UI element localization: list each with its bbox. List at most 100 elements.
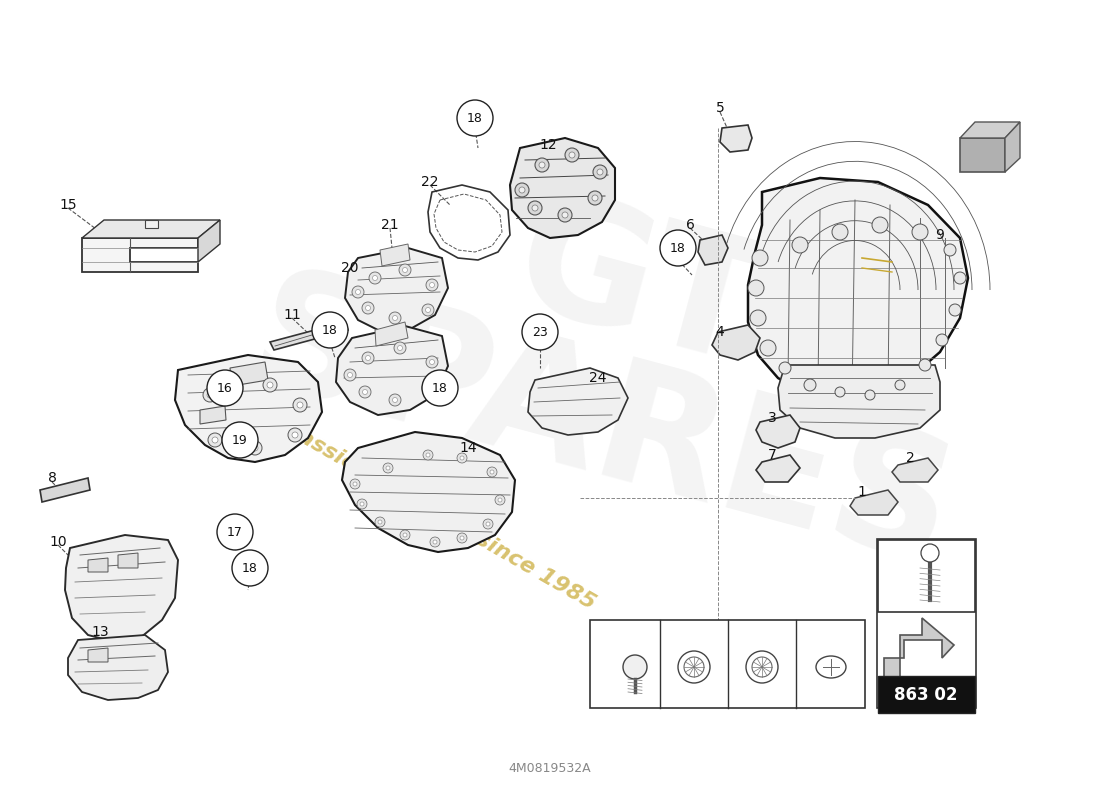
Text: 863 02: 863 02	[894, 686, 958, 704]
Circle shape	[832, 224, 848, 240]
Circle shape	[267, 382, 273, 388]
Circle shape	[490, 470, 494, 474]
Circle shape	[535, 158, 549, 172]
Circle shape	[460, 536, 464, 540]
Circle shape	[232, 550, 268, 586]
Circle shape	[212, 437, 218, 443]
Text: 15: 15	[59, 198, 77, 212]
Circle shape	[426, 386, 430, 390]
Circle shape	[403, 267, 407, 273]
Text: 18: 18	[742, 627, 761, 641]
Circle shape	[746, 651, 778, 683]
Circle shape	[660, 230, 696, 266]
Polygon shape	[118, 553, 138, 568]
Circle shape	[949, 304, 961, 316]
Circle shape	[752, 250, 768, 266]
Text: 19: 19	[673, 627, 691, 641]
Circle shape	[804, 379, 816, 391]
Circle shape	[292, 432, 298, 438]
Polygon shape	[88, 648, 108, 662]
Circle shape	[750, 310, 766, 326]
Circle shape	[792, 237, 808, 253]
Circle shape	[393, 398, 397, 402]
Circle shape	[539, 162, 544, 168]
Polygon shape	[778, 365, 940, 438]
Circle shape	[429, 359, 434, 365]
Text: 23: 23	[613, 627, 630, 641]
Text: 21: 21	[382, 218, 399, 232]
Circle shape	[495, 495, 505, 505]
Polygon shape	[230, 362, 268, 386]
Text: 24: 24	[590, 371, 607, 385]
Text: 23: 23	[532, 326, 548, 338]
Polygon shape	[145, 220, 158, 228]
Polygon shape	[510, 138, 615, 238]
Circle shape	[684, 657, 704, 677]
Text: 10: 10	[50, 535, 67, 549]
Circle shape	[483, 519, 493, 529]
Circle shape	[355, 290, 361, 294]
Polygon shape	[756, 455, 800, 482]
Circle shape	[350, 479, 360, 489]
Polygon shape	[342, 432, 515, 552]
Polygon shape	[960, 122, 1020, 138]
Circle shape	[430, 537, 440, 547]
Circle shape	[562, 212, 568, 218]
Text: 13: 13	[91, 625, 109, 639]
Circle shape	[375, 517, 385, 527]
Bar	[877, 539, 976, 708]
Circle shape	[597, 169, 603, 175]
Polygon shape	[88, 558, 108, 572]
Circle shape	[207, 392, 213, 398]
Circle shape	[678, 651, 710, 683]
Circle shape	[293, 398, 307, 412]
Text: 18: 18	[670, 242, 686, 254]
Circle shape	[433, 540, 437, 544]
Circle shape	[365, 355, 371, 361]
Circle shape	[895, 380, 905, 390]
Text: GT
SPARES: GT SPARES	[233, 119, 1006, 601]
Circle shape	[593, 165, 607, 179]
Circle shape	[918, 359, 931, 371]
Polygon shape	[756, 415, 800, 448]
Polygon shape	[884, 618, 954, 698]
Polygon shape	[82, 220, 220, 238]
Polygon shape	[270, 322, 348, 350]
Polygon shape	[720, 125, 752, 152]
Circle shape	[208, 433, 222, 447]
Circle shape	[389, 394, 402, 406]
Polygon shape	[198, 220, 220, 262]
Circle shape	[921, 544, 939, 562]
Polygon shape	[336, 326, 448, 415]
Text: 17: 17	[813, 627, 830, 641]
Circle shape	[389, 312, 402, 324]
Circle shape	[558, 208, 572, 222]
Circle shape	[222, 422, 258, 458]
Text: 16: 16	[893, 553, 911, 567]
Circle shape	[528, 201, 542, 215]
Circle shape	[358, 499, 367, 509]
Text: 4M0819532A: 4M0819532A	[508, 762, 592, 774]
Text: 7: 7	[768, 448, 777, 462]
Text: 2: 2	[905, 451, 914, 465]
Circle shape	[378, 520, 382, 524]
Circle shape	[456, 533, 468, 543]
Circle shape	[498, 498, 502, 502]
Text: 4: 4	[716, 325, 725, 339]
Bar	[878, 676, 975, 713]
Text: 11: 11	[283, 308, 301, 322]
Circle shape	[944, 244, 956, 256]
Circle shape	[456, 100, 493, 136]
Circle shape	[344, 369, 356, 381]
Circle shape	[394, 342, 406, 354]
Circle shape	[403, 533, 407, 537]
Circle shape	[362, 302, 374, 314]
Circle shape	[368, 272, 381, 284]
Text: 18: 18	[432, 382, 448, 394]
Circle shape	[752, 657, 772, 677]
Text: 18: 18	[322, 323, 338, 337]
Text: 9: 9	[936, 228, 945, 242]
Text: 17: 17	[227, 526, 243, 538]
Circle shape	[386, 466, 390, 470]
Polygon shape	[175, 355, 322, 462]
